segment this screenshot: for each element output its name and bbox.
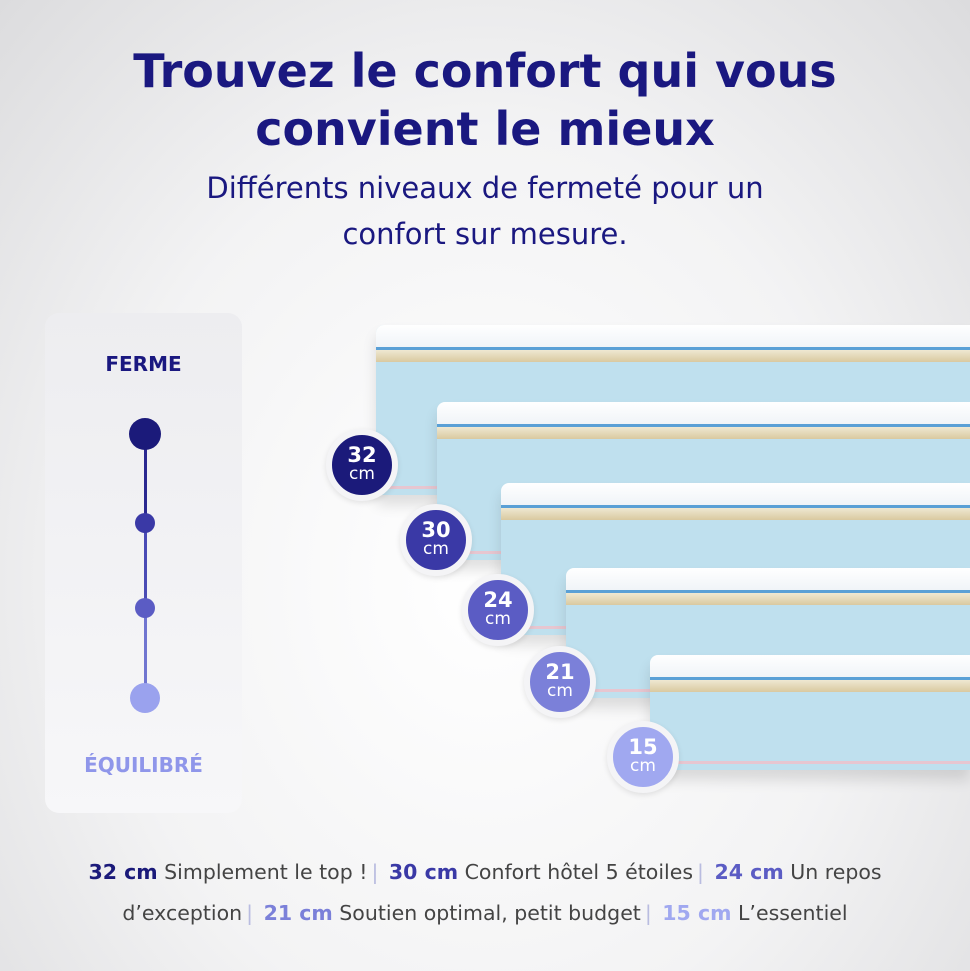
- badge-number: 15: [628, 735, 658, 759]
- height-badge-32: 32 cm: [326, 429, 398, 501]
- desc-height: 32 cm: [88, 860, 158, 884]
- mattress-15: [650, 655, 970, 770]
- scale-dot: [135, 513, 155, 533]
- subtitle: Différents niveaux de fermeté pour un con…: [0, 165, 970, 257]
- desc-tagline: Simplement le top !: [164, 860, 368, 884]
- scale-dot: [129, 418, 161, 450]
- desc-height: 15 cm: [662, 901, 732, 925]
- subtitle-line: Différents niveaux de fermeté pour un: [206, 171, 764, 205]
- title-line: convient le mieux: [255, 102, 715, 156]
- desc-tagline: Confort hôtel 5 étoiles: [464, 860, 694, 884]
- desc-height: 30 cm: [388, 860, 459, 884]
- model-descriptions: 32 cm Simplement le top ! | 30 cm Confort…: [88, 860, 882, 925]
- desc-height: 21 cm: [263, 901, 333, 925]
- height-badge-30: 30 cm: [400, 504, 472, 576]
- firm-label: FERME: [105, 352, 182, 376]
- balanced-label: ÉQUILIBRÉ: [84, 753, 203, 777]
- scale-line: [144, 608, 147, 698]
- desc-tagline: Un repos d’exception: [122, 860, 882, 925]
- height-badge-15: 15 cm: [607, 721, 679, 793]
- page-title: Trouvez le confort qui vous convient le m…: [0, 42, 970, 158]
- badge-unit: cm: [423, 539, 449, 559]
- desc-tagline: L’essentiel: [738, 901, 848, 925]
- subtitle-line: confort sur mesure.: [342, 217, 628, 251]
- desc-height: 24 cm: [714, 860, 784, 884]
- badge-unit: cm: [485, 609, 511, 629]
- height-badge-21: 21 cm: [524, 646, 596, 718]
- scale-line: [144, 523, 147, 608]
- scale-line: [144, 434, 147, 523]
- badge-number: 32: [347, 443, 377, 467]
- badge-unit: cm: [349, 464, 375, 484]
- badge-unit: cm: [547, 681, 573, 701]
- desc-tagline: Soutien optimal, petit budget: [339, 901, 641, 925]
- badge-number: 30: [421, 518, 451, 542]
- scale-dot: [130, 683, 160, 713]
- badge-unit: cm: [630, 756, 656, 776]
- height-badge-24: 24 cm: [462, 574, 534, 646]
- badge-number: 21: [545, 660, 575, 684]
- firmness-scale: [45, 313, 242, 813]
- badge-number: 24: [483, 588, 513, 612]
- title-line: Trouvez le confort qui vous: [133, 44, 837, 98]
- scale-dot: [135, 598, 155, 618]
